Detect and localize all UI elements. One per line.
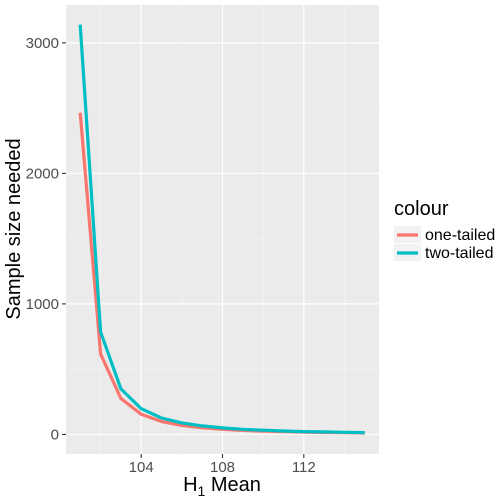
legend-label-one-tailed: one-tailed <box>425 227 495 244</box>
x-axis-ticks: 104 108 112 <box>129 454 316 476</box>
x-tick-label: 112 <box>292 459 316 476</box>
legend-title: colour <box>394 198 449 220</box>
series-line-two-tailed <box>78 24 365 435</box>
y-tick-label: 2000 <box>26 165 59 182</box>
series-lines <box>78 24 365 435</box>
legend-label-two-tailed: two-tailed <box>425 245 493 262</box>
x-tick-label: 108 <box>210 459 235 476</box>
legend: colour one-tailed two-tailed <box>394 198 495 262</box>
x-axis-title-subscript: 1 <box>198 483 206 499</box>
y-axis-title: Sample size needed <box>3 138 25 319</box>
y-axis-ticks: 0 1000 2000 3000 <box>26 35 66 443</box>
y-tick-label: 1000 <box>26 296 59 313</box>
major-gridlines <box>66 5 379 454</box>
x-tick-label: 104 <box>129 459 154 476</box>
y-tick-label: 3000 <box>26 35 59 52</box>
y-tick-label: 0 <box>51 426 59 443</box>
x-axis-title: H1 Mean <box>183 474 261 499</box>
